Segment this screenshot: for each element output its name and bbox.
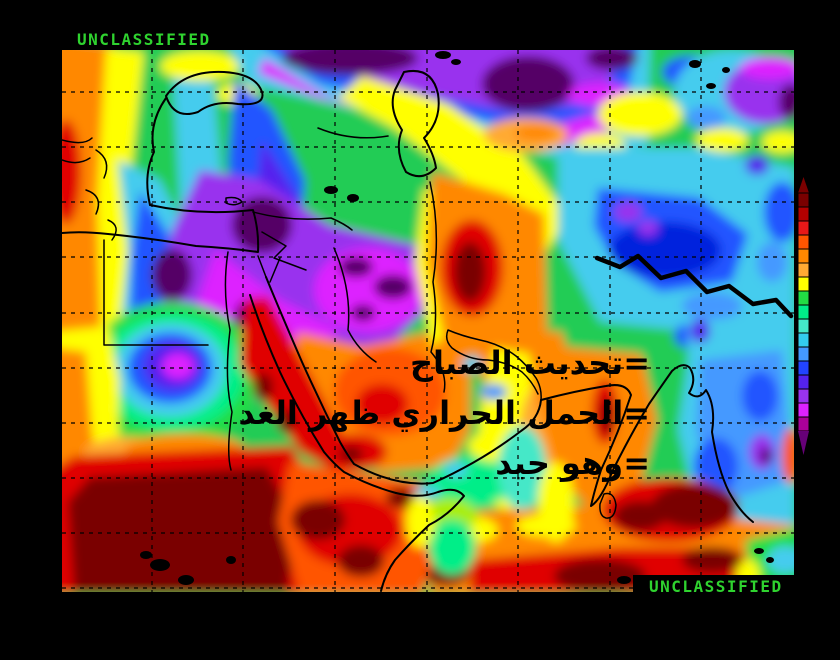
map-color-layer: [62, 50, 794, 592]
colorbar-step: [797, 346, 810, 362]
colorbar-step: [797, 374, 810, 390]
colorbar-step: [797, 332, 810, 348]
colorbar-step: [797, 206, 810, 222]
colorbar-step: [797, 402, 810, 418]
colorbar-step: [797, 262, 810, 278]
annotation-line-2: =الحمل الحراري ظهر الغد: [238, 394, 650, 432]
classification-banner-top: UNCLASSIFIED: [77, 30, 211, 49]
coastlines-layer: [62, 51, 794, 592]
colorbar-down-arrow-icon: [798, 431, 809, 455]
colorbar-step: [797, 234, 810, 250]
colorbar-step: [797, 304, 810, 320]
colorbar-step: [797, 290, 810, 306]
annotation-line-1: =تحديث الصباح: [409, 344, 650, 382]
latlon-grid-layer: [62, 50, 794, 592]
map-area: [62, 50, 794, 592]
colorbar-step: [797, 192, 810, 208]
colorbar-step: [797, 276, 810, 292]
colorbar-up-arrow-icon: [798, 177, 809, 193]
colorbar-step: [797, 388, 810, 404]
annotation-line-3: =وهو جيد: [495, 444, 650, 482]
colorbar-step: [797, 360, 810, 376]
colorbar-step: [797, 248, 810, 264]
colorbar: [797, 177, 810, 455]
colorbar-step: [797, 318, 810, 334]
colorbar-step: [797, 220, 810, 236]
colorbar-step: [797, 416, 810, 432]
classification-banner-bottom: UNCLASSIFIED: [649, 577, 783, 596]
classification-banner-bottom-box: UNCLASSIFIED: [633, 575, 815, 614]
